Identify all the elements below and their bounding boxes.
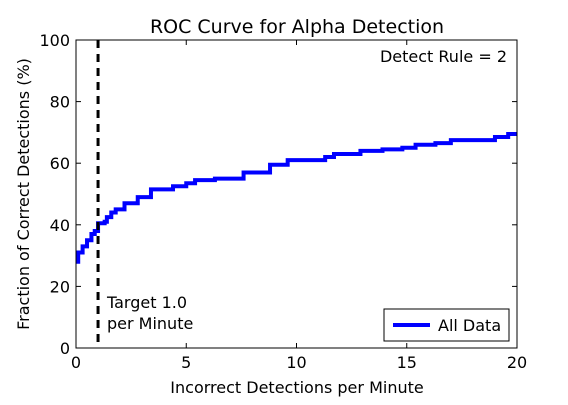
chart-title: ROC Curve for Alpha Detection [150,16,444,38]
x-tick-label: 0 [71,353,81,372]
ticks-layer: 0 5 10 15 20 0 20 40 60 80 100 [39,31,527,372]
target-label-line-2: per Minute [107,314,193,333]
series-line-all-data [76,131,517,264]
legend: All Data [383,308,510,342]
x-axis-label: Incorrect Detections per Minute [170,378,423,397]
plot-area: 0 5 10 15 20 0 20 40 60 80 100 [39,31,527,372]
x-tick-label: 20 [507,353,527,372]
target-label-line-1: Target 1.0 [106,293,187,312]
y-tick-label: 60 [50,154,70,173]
detect-rule-annotation: Detect Rule = 2 [380,47,507,66]
legend-label-all-data: All Data [438,316,501,335]
x-tick-label: 15 [397,353,417,372]
series-layer [76,131,517,264]
y-tick-label: 20 [50,277,70,296]
y-tick-label: 100 [39,31,70,50]
x-tick-label: 10 [286,353,306,372]
y-tick-label: 0 [60,339,70,358]
y-tick-label: 40 [50,216,70,235]
x-tick-label: 5 [181,353,191,372]
y-tick-label: 80 [50,93,70,112]
y-axis-label: Fraction of Correct Detections (%) [14,58,33,330]
